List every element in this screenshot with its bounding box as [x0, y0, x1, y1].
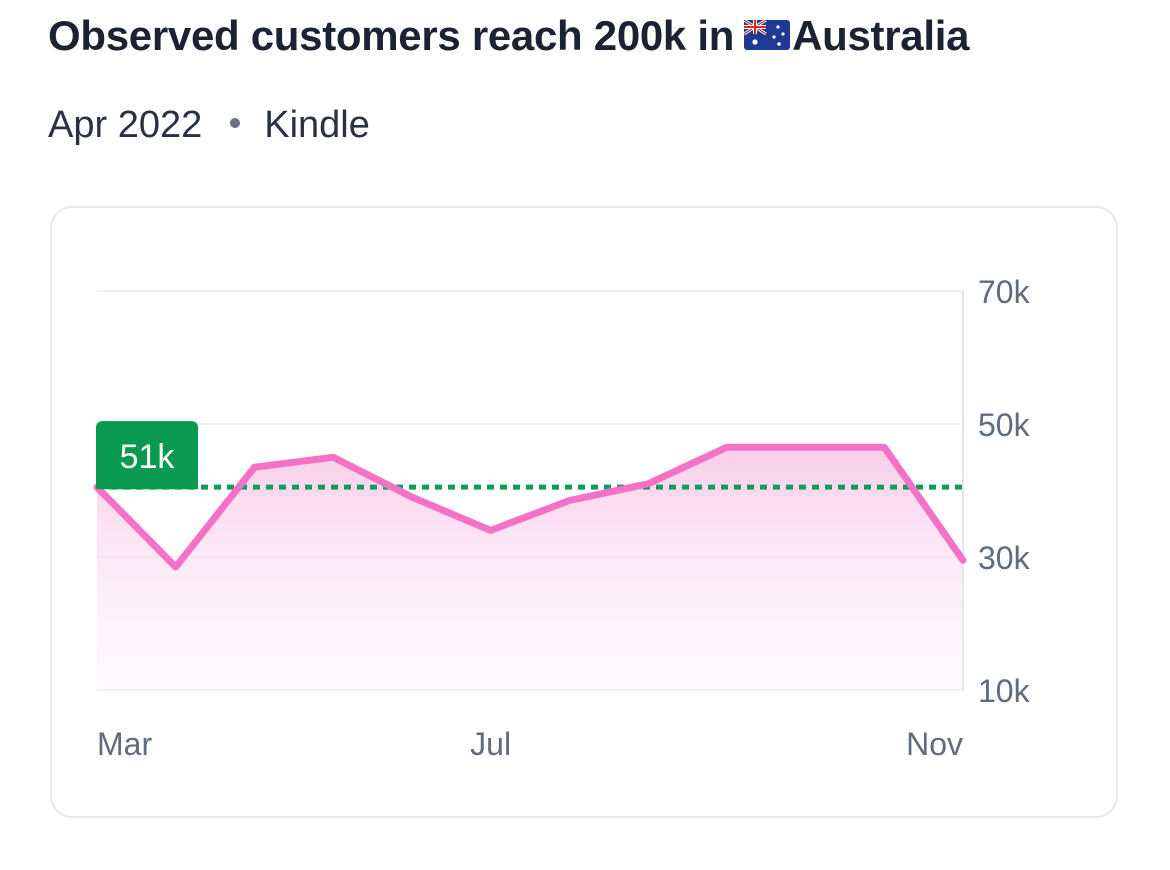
x-tick-label: Jul [470, 726, 511, 762]
platform-label: Kindle [264, 104, 370, 146]
y-tick-label: 50k [978, 407, 1031, 443]
page-title: Observed customers reach 200k in Austral… [48, 12, 969, 66]
separator-dot-icon [230, 117, 241, 128]
x-tick-label: Nov [906, 726, 963, 762]
period-label: Apr 2022 [48, 104, 203, 146]
y-tick-label: 30k [978, 540, 1031, 576]
chart-subtitle: Apr 2022 Kindle [48, 104, 370, 147]
reference-label: 51k [120, 438, 176, 476]
australia-flag-icon [743, 12, 791, 60]
y-tick-label: 10k [978, 673, 1031, 709]
title-country: Australia [792, 12, 970, 60]
title-text: Observed customers reach 200k in [48, 12, 735, 60]
series-area [97, 447, 963, 690]
x-tick-label: Mar [97, 726, 152, 762]
y-tick-label: 70k [978, 274, 1031, 310]
series-line [93, 443, 967, 571]
reference-badge-base [96, 477, 198, 490]
reference-badge [96, 421, 198, 490]
